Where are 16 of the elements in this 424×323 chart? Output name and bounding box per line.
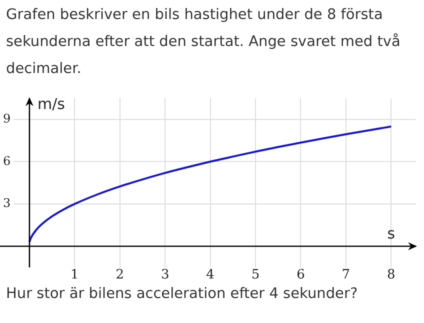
x-tick-label: 8 [386, 268, 396, 283]
text: Hur stor är bilens acceleration efter 4 sekunder? [6, 286, 358, 302]
x-tick-label: 1 [70, 268, 79, 283]
x-tick-label: 5 [251, 268, 260, 283]
x-tick-label: 7 [342, 268, 350, 283]
x-tick-label: 3 [160, 268, 170, 283]
chart-title: Grafen beskriver en bils hastighet under de 8 första sekunderna efter att den startat. Ange svaret med två decimaler. [6, 6, 402, 79]
x-axis-title: s [387, 224, 396, 243]
x-tick-label: 6 [296, 268, 305, 283]
y-tick-label: 3 [2, 196, 11, 210]
y-tick-label: 9 [2, 111, 11, 126]
x-tick-label: 4 [206, 268, 214, 283]
x-tick-label: 2 [116, 268, 124, 283]
line-series [28, 126, 392, 244]
y-tick-label: 6 [2, 154, 11, 168]
y-axis-title: m/s [37, 95, 66, 114]
